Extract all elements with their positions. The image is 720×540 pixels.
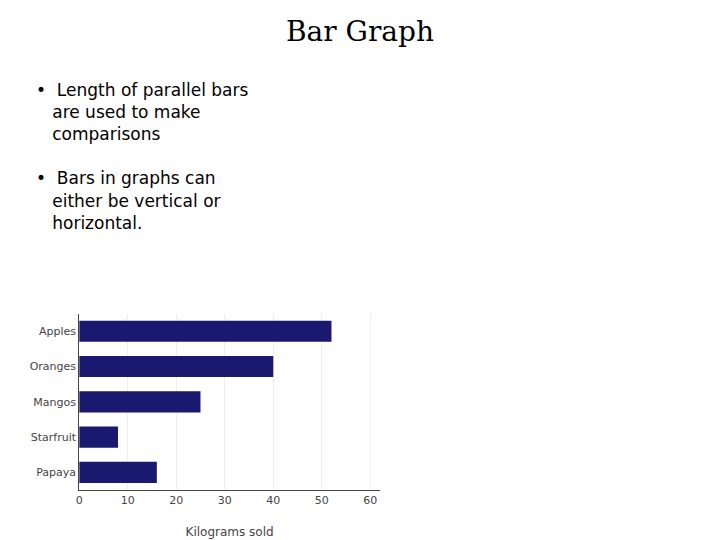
svg-text:Papaya: Papaya: [36, 466, 76, 479]
svg-text:Mangos: Mangos: [33, 396, 76, 409]
svg-text:30: 30: [218, 494, 232, 507]
svg-text:60: 60: [363, 494, 377, 507]
svg-text:0: 0: [76, 494, 83, 507]
svg-text:Kilograms sold: Kilograms sold: [186, 525, 274, 539]
svg-text:20: 20: [169, 494, 183, 507]
svg-text:40: 40: [266, 494, 280, 507]
svg-text:Bar Graph: Bar Graph: [286, 15, 434, 48]
svg-text:Oranges: Oranges: [30, 360, 77, 373]
svg-text:10: 10: [121, 494, 135, 507]
svg-text:Starfruit: Starfruit: [31, 431, 77, 444]
svg-text:50: 50: [315, 494, 329, 507]
svg-text:• Length of parallel bars a: • Length of parallel bars are used to ma…: [36, 80, 249, 233]
svg-text:Apples: Apples: [39, 325, 76, 338]
